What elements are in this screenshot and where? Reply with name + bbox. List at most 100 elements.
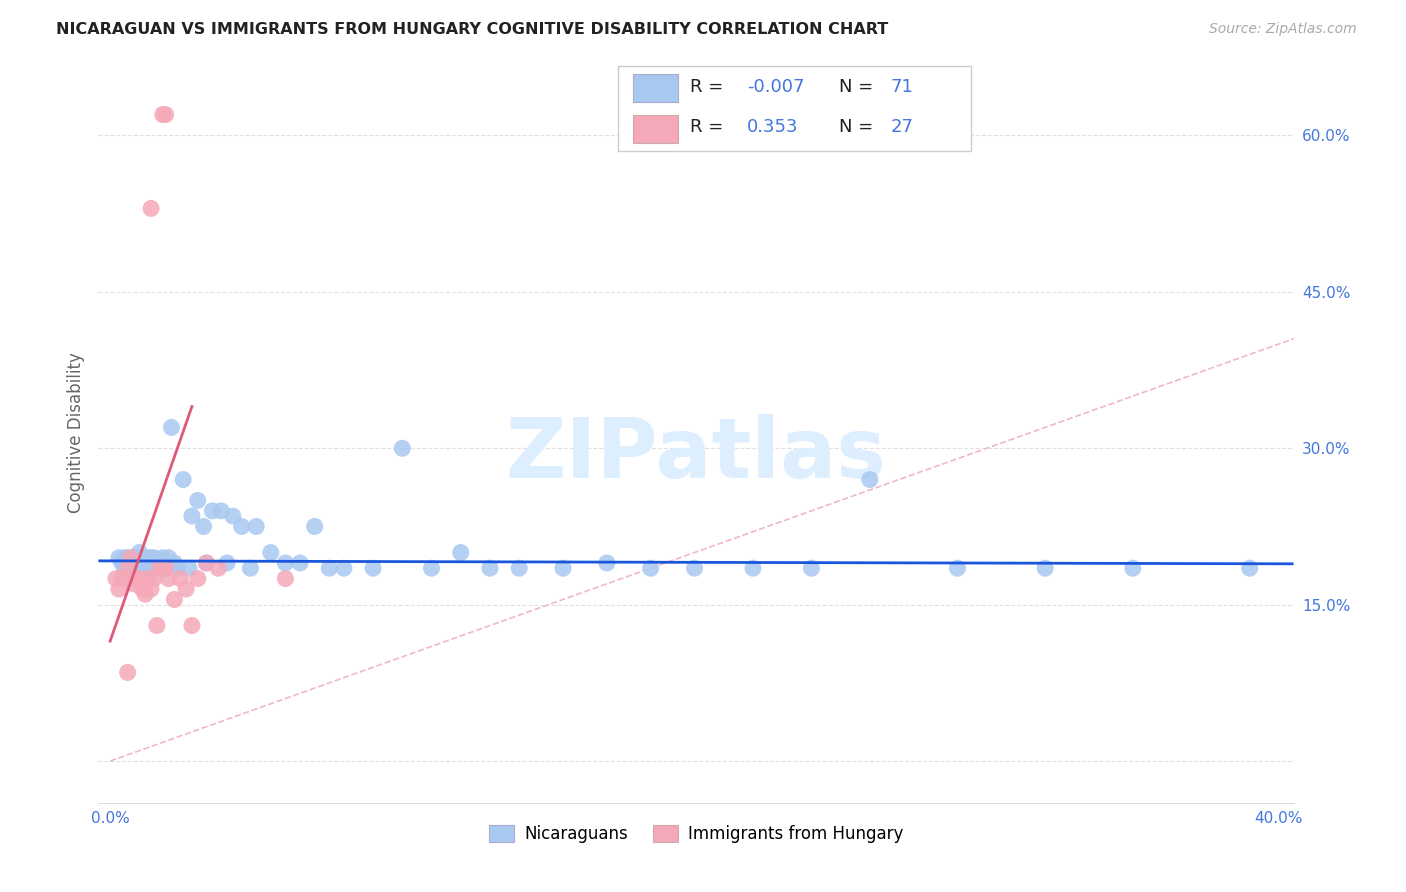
Point [122, 577, 145, 591]
Legend: Nicaraguans, Immigrants from Hungary: Nicaraguans, Immigrants from Hungary [482, 819, 910, 850]
FancyBboxPatch shape [619, 66, 972, 152]
Text: 27: 27 [891, 119, 914, 136]
Point [640, 561, 662, 575]
Point [231, 519, 253, 533]
Point [152, 107, 174, 121]
Point [139, 582, 162, 596]
Text: R =: R = [690, 119, 723, 136]
Point [596, 556, 619, 570]
Point [152, 550, 174, 565]
Point [177, 561, 200, 575]
Point [128, 572, 150, 586]
Point [142, 550, 165, 565]
Point [239, 561, 262, 575]
Point [114, 550, 136, 565]
Point [181, 509, 204, 524]
Point [136, 550, 159, 565]
Point [139, 202, 162, 216]
Point [172, 473, 194, 487]
Point [174, 582, 197, 596]
Point [139, 550, 162, 565]
Point [122, 561, 145, 575]
Point [215, 556, 238, 570]
Point [859, 473, 882, 487]
Point [131, 582, 153, 596]
Point [450, 545, 472, 559]
Point [117, 550, 139, 565]
Point [134, 561, 156, 575]
Text: -0.007: -0.007 [748, 78, 804, 95]
Point [361, 561, 384, 575]
Point [222, 509, 245, 524]
Point [131, 550, 153, 565]
Point [209, 504, 232, 518]
Point [1122, 561, 1144, 575]
Point [160, 420, 183, 434]
Point [288, 556, 311, 570]
Bar [633, 115, 678, 143]
Point [136, 572, 159, 586]
Point [163, 556, 186, 570]
Text: N =: N = [839, 78, 873, 95]
Point [181, 618, 204, 632]
Point [420, 561, 443, 575]
Text: N =: N = [839, 119, 873, 136]
Text: 0.353: 0.353 [748, 119, 799, 136]
Point [104, 572, 127, 586]
Point [946, 561, 969, 575]
Point [142, 572, 165, 586]
Point [114, 572, 136, 586]
Point [152, 561, 174, 575]
Point [117, 561, 139, 575]
Point [114, 561, 136, 575]
Point [128, 556, 150, 570]
Point [551, 561, 574, 575]
Point [155, 561, 177, 575]
Point [131, 561, 153, 575]
Point [478, 561, 501, 575]
Point [155, 561, 177, 575]
Point [166, 561, 188, 575]
Point [1033, 561, 1056, 575]
Point [108, 582, 131, 596]
Point [260, 545, 283, 559]
Point [187, 572, 209, 586]
Point [800, 561, 823, 575]
Point [195, 556, 218, 570]
Point [125, 572, 148, 586]
Point [155, 107, 177, 121]
Point [245, 519, 267, 533]
Point [146, 618, 169, 632]
Text: Source: ZipAtlas.com: Source: ZipAtlas.com [1209, 22, 1357, 37]
Point [683, 561, 706, 575]
Text: R =: R = [690, 78, 723, 95]
Point [136, 561, 159, 575]
Point [274, 572, 297, 586]
Point [274, 556, 297, 570]
Point [146, 556, 169, 570]
Point [125, 550, 148, 565]
Point [149, 561, 172, 575]
Point [742, 561, 765, 575]
Point [120, 550, 142, 565]
Y-axis label: Cognitive Disability: Cognitive Disability [66, 352, 84, 513]
Text: 71: 71 [891, 78, 914, 95]
Point [207, 561, 229, 575]
Point [157, 550, 180, 565]
Point [120, 556, 142, 570]
Point [508, 561, 530, 575]
Point [157, 572, 180, 586]
Point [333, 561, 356, 575]
Point [120, 561, 142, 575]
Point [117, 665, 139, 680]
Point [111, 572, 134, 586]
Point [125, 561, 148, 575]
Point [169, 572, 191, 586]
Point [134, 587, 156, 601]
Point [108, 550, 131, 565]
Point [187, 493, 209, 508]
Point [111, 556, 134, 570]
Point [122, 550, 145, 565]
Point [201, 504, 224, 518]
Point [163, 592, 186, 607]
